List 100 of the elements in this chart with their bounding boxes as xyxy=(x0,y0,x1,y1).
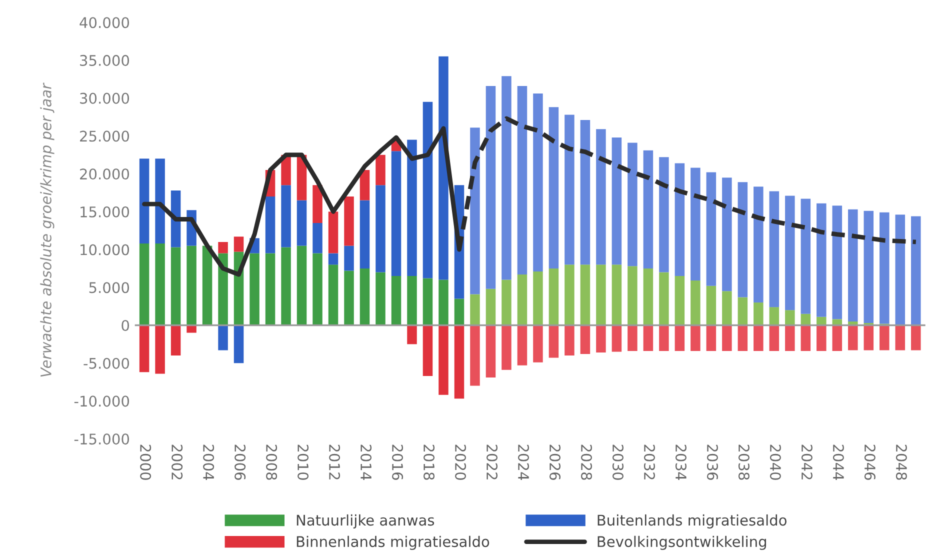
bar xyxy=(281,247,291,326)
bar xyxy=(344,270,354,326)
x-tick-label: 2000 xyxy=(140,444,152,480)
bar xyxy=(470,325,480,386)
bar xyxy=(580,325,590,354)
bar xyxy=(895,214,906,324)
bar xyxy=(674,276,685,326)
bar xyxy=(785,310,795,326)
bar xyxy=(502,325,512,370)
bar xyxy=(722,178,732,292)
bar xyxy=(612,137,622,265)
bar xyxy=(281,185,291,248)
bar xyxy=(470,294,480,326)
x-tick-label: 2032 xyxy=(644,444,655,480)
bar xyxy=(265,196,276,254)
bar xyxy=(596,325,606,352)
bar xyxy=(785,325,795,351)
bar xyxy=(422,278,433,326)
bar xyxy=(596,264,606,326)
x-tick-label: 2044 xyxy=(832,444,844,480)
bar xyxy=(864,210,874,323)
x-tick-label: 2024 xyxy=(518,444,530,480)
bar xyxy=(832,325,842,351)
x-tick-label: 2010 xyxy=(298,444,309,480)
bar xyxy=(360,170,370,200)
x-tick-label: 2038 xyxy=(738,444,750,480)
bar xyxy=(722,325,732,351)
bar xyxy=(202,246,212,326)
bar xyxy=(690,280,700,326)
bar xyxy=(754,325,764,351)
legend-label: Buitenlands migratiesaldo xyxy=(598,514,786,529)
y-tick-label: 10.000 xyxy=(80,244,130,256)
bar xyxy=(265,253,276,326)
bar xyxy=(769,307,780,326)
bar xyxy=(880,325,890,350)
bar xyxy=(690,325,700,351)
bar xyxy=(643,150,654,268)
x-tick-label: 2034 xyxy=(675,444,686,480)
bar xyxy=(312,185,322,224)
bar xyxy=(186,246,196,326)
y-tick-label: 15.000 xyxy=(80,206,130,218)
y-axis-title: Verwachte absolute groei/krimp per jaar xyxy=(40,82,54,377)
bar xyxy=(832,206,842,320)
bar xyxy=(706,172,716,286)
bar xyxy=(659,325,669,351)
x-tick-label: 2006 xyxy=(234,444,246,480)
bar xyxy=(769,325,780,351)
bar xyxy=(785,196,795,310)
bar xyxy=(533,325,543,362)
bar xyxy=(328,253,338,265)
bar xyxy=(376,272,386,326)
x-tick-label: 2014 xyxy=(360,444,372,480)
bar xyxy=(848,325,858,350)
bar xyxy=(816,203,826,317)
bar xyxy=(800,325,811,351)
bar xyxy=(643,325,654,351)
bar xyxy=(880,212,890,324)
bar xyxy=(502,280,512,326)
bar xyxy=(296,246,307,326)
y-tick-label: 5.000 xyxy=(89,282,130,294)
bar xyxy=(218,253,228,326)
x-tick-label: 2028 xyxy=(580,444,592,480)
bar xyxy=(438,56,448,280)
bar xyxy=(643,268,654,326)
x-tick-label: 2012 xyxy=(329,444,340,480)
bar xyxy=(438,325,448,395)
bar xyxy=(659,272,669,326)
bar xyxy=(234,236,244,252)
legend-label: Bevolkingsontwikkeling xyxy=(598,536,766,550)
bar xyxy=(470,128,480,294)
y-tick-label: -5.000 xyxy=(84,358,130,369)
bar xyxy=(517,86,528,275)
x-tick-label: 2026 xyxy=(549,444,561,480)
bar xyxy=(517,274,528,326)
bar xyxy=(422,102,433,278)
bar xyxy=(155,325,165,374)
bar xyxy=(139,243,150,326)
x-tick-label: 2030 xyxy=(612,444,624,480)
bar xyxy=(659,157,669,272)
x-tick-label: 2020 xyxy=(455,444,466,480)
bar xyxy=(738,182,748,298)
bar xyxy=(674,325,685,351)
bar xyxy=(706,325,716,351)
bar xyxy=(628,266,638,326)
bar xyxy=(895,325,906,350)
bar xyxy=(690,168,700,281)
bar xyxy=(312,253,322,326)
bar xyxy=(564,264,574,326)
bar xyxy=(218,325,228,350)
legend-label: Natuurlijke aanwas xyxy=(296,514,434,529)
bar xyxy=(407,140,417,276)
bar xyxy=(422,325,433,376)
x-tick-label: 2004 xyxy=(203,444,214,480)
bar xyxy=(517,325,528,366)
y-tick-label: -10.000 xyxy=(74,396,130,407)
bar xyxy=(360,268,370,326)
bar xyxy=(738,325,748,351)
bar xyxy=(139,325,150,372)
bar xyxy=(596,129,606,265)
legend-label: Binnenlands migratiesaldo xyxy=(296,536,490,550)
